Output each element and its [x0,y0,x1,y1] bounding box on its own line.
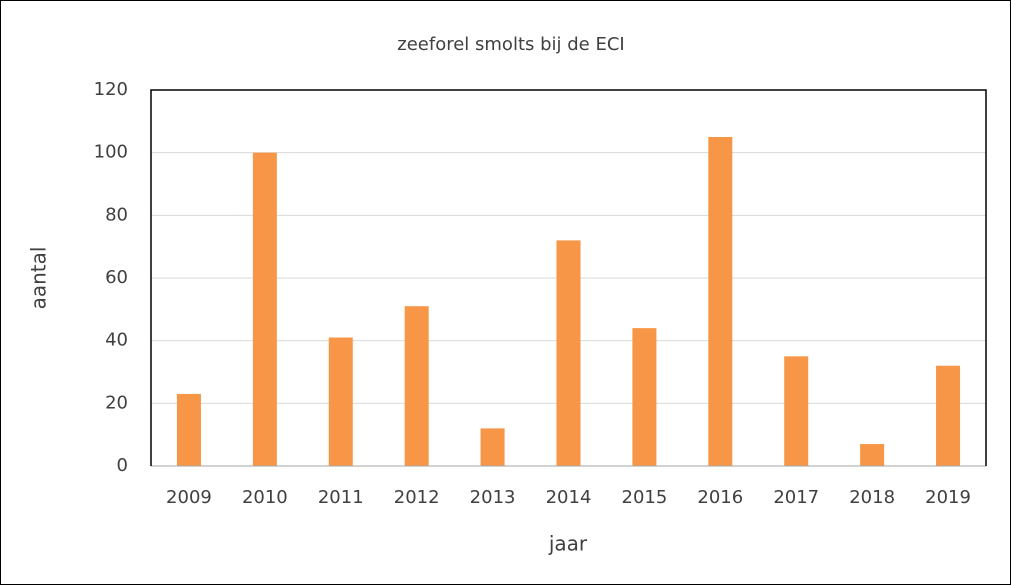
x-axis-label: jaar [548,532,588,556]
x-tick-label: 2011 [318,487,364,508]
y-tick-label: 20 [105,392,128,413]
y-tick-label: 60 [105,267,128,288]
y-tick-label: 100 [94,142,128,163]
x-tick-label: 2017 [773,487,819,508]
bar [328,337,353,466]
bar [176,393,201,466]
bar [936,365,961,466]
bar [556,240,581,466]
x-tick-label: 2014 [546,487,592,508]
x-tick-label: 2009 [166,487,212,508]
x-tick-label: 2018 [849,487,895,508]
x-tick-label: 2016 [697,487,743,508]
y-axis-label: aantal [27,247,51,310]
bar [480,428,505,466]
bar [784,356,809,466]
bar [252,152,277,466]
chart-title: zeeforel smolts bij de ECI [397,34,624,55]
y-tick-label: 80 [105,204,128,225]
y-tick-label: 0 [117,455,128,476]
x-tick-label: 2013 [470,487,516,508]
bar [860,444,885,466]
x-tick-label: 2019 [925,487,971,508]
bar [404,306,429,466]
plot-border [150,89,987,466]
x-tick-label: 2012 [394,487,440,508]
bar [632,328,657,466]
y-tick-label: 40 [105,330,128,351]
y-tick-label: 120 [94,79,128,100]
bar [708,137,733,466]
x-tick-label: 2015 [622,487,668,508]
x-tick-label: 2010 [242,487,288,508]
